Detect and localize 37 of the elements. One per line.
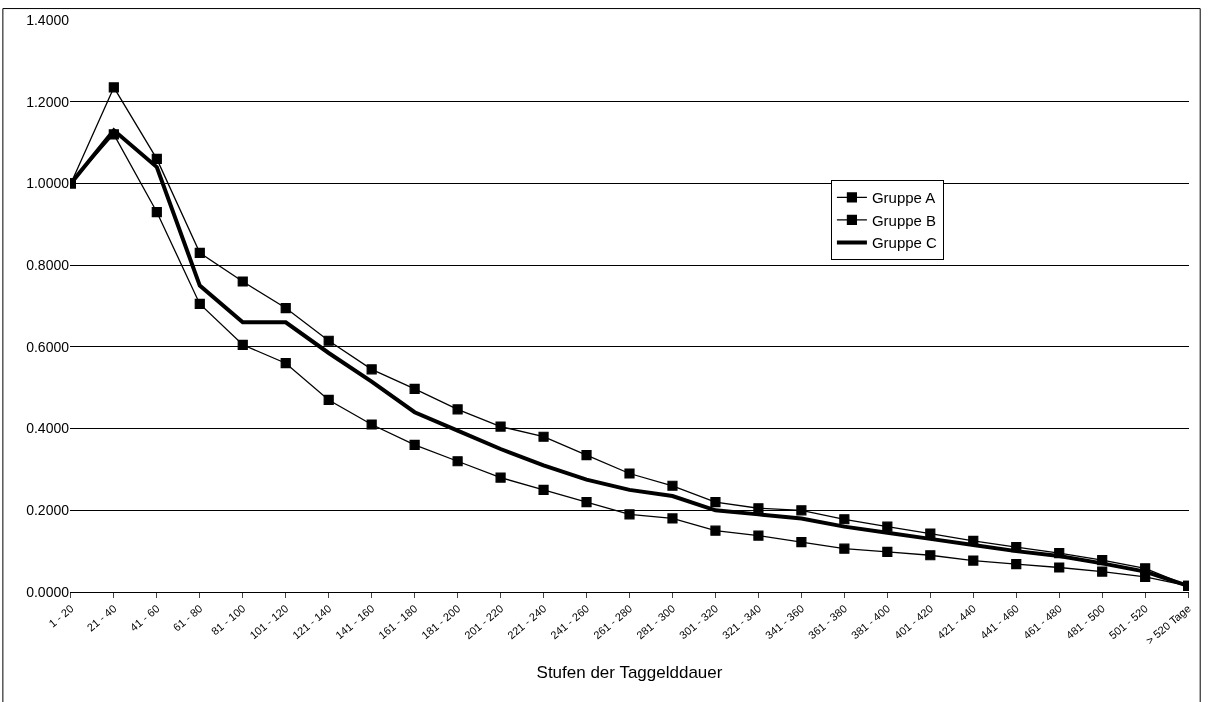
y-tick-label: 1.0000 (26, 175, 70, 192)
x-tick-label: 241 - 260 (548, 602, 592, 642)
x-tick-label: 321 - 340 (719, 602, 764, 642)
legend-label: Gruppe A (871, 189, 936, 207)
x-tick-label: 261 - 280 (591, 602, 635, 642)
x-tick-label: 301 - 320 (676, 602, 721, 642)
y-tick-label: 0.2000 (26, 502, 70, 519)
y-tick-label: 0.0000 (26, 583, 70, 600)
x-tick-label: 281 - 300 (633, 602, 678, 642)
x-tick-label: 101 - 120 (247, 602, 291, 642)
x-tick-label: 61 - 80 (170, 602, 205, 634)
x-tick-label: 201 - 220 (462, 602, 506, 642)
x-tick-label: 181 - 200 (419, 602, 463, 642)
x-axis-title: Stufen der Taggelddauer (536, 662, 723, 682)
x-tick-label: 381 - 400 (848, 602, 893, 642)
x-tick-label: 421 - 440 (934, 602, 979, 642)
legend-label: Gruppe C (871, 234, 938, 252)
x-tick-label: 441 - 460 (977, 602, 1022, 642)
x-tick-label: 461 - 480 (1020, 602, 1065, 642)
x-tick-label: 221 - 240 (505, 602, 549, 642)
x-tick-label: 361 - 380 (805, 602, 850, 642)
x-tick-label: 161 - 180 (376, 602, 420, 642)
x-tick-label: 341 - 360 (762, 602, 807, 642)
x-tick-label: 401 - 420 (891, 602, 936, 642)
y-tick-label: 1.2000 (26, 93, 70, 110)
x-tick-label: 21 - 40 (84, 602, 119, 634)
x-tick-label: 81 - 100 (208, 602, 248, 638)
x-tick-label: 141 - 160 (333, 602, 377, 642)
y-tick-label: 0.6000 (26, 338, 70, 355)
legend-label: Gruppe B (871, 211, 937, 229)
x-tick-label: 41 - 60 (127, 602, 162, 634)
y-tick-label: 1.4000 (26, 11, 70, 28)
y-tick-label: 0.4000 (26, 420, 70, 437)
x-tick-label: 1 - 20 (46, 602, 76, 630)
x-tick-label: 481 - 500 (1063, 602, 1108, 642)
y-tick-label: 0.8000 (26, 257, 70, 274)
x-tick-label: 121 - 140 (290, 602, 334, 642)
